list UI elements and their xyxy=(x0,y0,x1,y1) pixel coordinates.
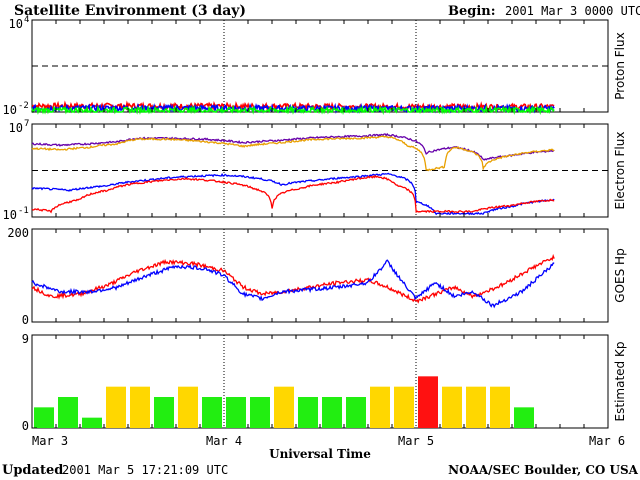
kp-bar xyxy=(178,386,198,428)
electron-y-axis-label: Electron Flux xyxy=(613,132,627,210)
proton-y-tick-label-top-exponent: 4 xyxy=(24,15,29,25)
x-tick-label-mar4: Mar 4 xyxy=(206,434,242,448)
x-tick-label-mar6: Mar 6 xyxy=(589,434,625,448)
kp-bar xyxy=(394,386,414,428)
proton-series-green xyxy=(31,104,555,116)
hp-y-tick-label-top: 200 xyxy=(7,226,29,240)
hp-y-tick-label-bottom: 0 xyxy=(22,313,29,327)
kp-bar xyxy=(370,386,390,428)
electron-y-tick-label-top-exponent: 7 xyxy=(24,119,29,129)
kp-bar xyxy=(298,397,318,428)
kp-bar xyxy=(274,386,294,428)
electron-series-orange xyxy=(31,135,555,172)
updated-value: 2001 Mar 5 17:21:09 UTC xyxy=(62,463,228,477)
credit-text: NOAA/SEC Boulder, CO USA xyxy=(448,463,639,477)
kp-bar xyxy=(490,386,510,428)
kp-bar xyxy=(466,386,486,428)
hp-series-red xyxy=(31,253,555,304)
kp-y-tick-label-top: 9 xyxy=(22,332,29,346)
kp-bar xyxy=(58,397,78,428)
kp-bar xyxy=(514,407,534,428)
kp-bar xyxy=(226,397,246,428)
x-tick-label-mar3: Mar 3 xyxy=(32,434,68,448)
kp-y-axis-label: Estimated Kp xyxy=(613,342,627,422)
kp-bar xyxy=(346,397,366,428)
proton-y-tick-label-bottom-exponent: -2 xyxy=(18,101,29,111)
proton-y-tick-label-bottom: 10 xyxy=(3,103,17,117)
kp-bar xyxy=(34,407,54,428)
electron-series-purple xyxy=(31,132,555,161)
proton-y-axis-label: Proton Flux xyxy=(613,32,627,99)
proton-panel-frame xyxy=(31,19,609,113)
kp-bar xyxy=(202,397,222,428)
begin-label: Begin: xyxy=(448,4,496,19)
kp-bar xyxy=(418,376,438,428)
kp-y-tick-label-bottom: 0 xyxy=(22,419,29,433)
kp-bar xyxy=(442,386,462,428)
electron-y-tick-label-bottom: 10 xyxy=(3,208,17,222)
proton-y-tick-label-top: 10 xyxy=(9,17,23,31)
kp-bar xyxy=(250,397,270,428)
kp-bar xyxy=(82,417,102,428)
x-axis-label: Universal Time xyxy=(269,447,371,461)
hp-series-blue xyxy=(31,259,555,309)
hp-panel-frame xyxy=(31,228,609,323)
electron-series-blue xyxy=(31,172,555,216)
proton-series-blue xyxy=(31,102,555,114)
electron-y-tick-label-top: 10 xyxy=(9,121,23,135)
kp-bar xyxy=(322,397,342,428)
kp-bar xyxy=(154,397,174,428)
updated-label: Updated xyxy=(2,463,63,478)
begin-value: 2001 Mar 3 0000 UTC xyxy=(505,4,640,18)
electron-series-red xyxy=(31,174,555,214)
kp-bar xyxy=(130,386,150,428)
electron-y-tick-label-bottom-exponent: -1 xyxy=(18,206,29,216)
kp-bar xyxy=(106,386,126,428)
x-tick-label-mar5: Mar 5 xyxy=(398,434,434,448)
chart-title: Satellite Environment (3 day) xyxy=(14,3,246,19)
hp-y-axis-label: GOES Hp xyxy=(613,248,627,302)
